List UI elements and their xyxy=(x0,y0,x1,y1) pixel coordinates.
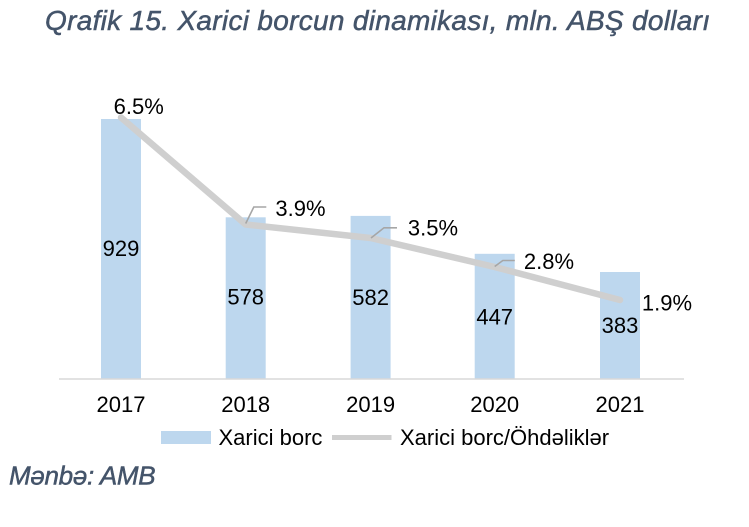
svg-text:6.5%: 6.5% xyxy=(114,94,164,119)
svg-text:3.5%: 3.5% xyxy=(408,216,458,241)
svg-text:2018: 2018 xyxy=(221,392,270,417)
svg-text:3.9%: 3.9% xyxy=(275,196,325,221)
svg-text:Qrafik 15. Xarici borcun dinam: Qrafik 15. Xarici borcun dinamikası, mln… xyxy=(45,5,710,36)
svg-text:383: 383 xyxy=(602,313,639,338)
svg-text:578: 578 xyxy=(227,284,264,309)
svg-text:929: 929 xyxy=(103,236,140,261)
svg-text:Mənbə: AMB: Mənbə: AMB xyxy=(9,461,155,491)
svg-text:2017: 2017 xyxy=(97,392,146,417)
svg-text:447: 447 xyxy=(476,304,513,329)
svg-text:Xarici borc: Xarici borc xyxy=(219,425,323,450)
svg-text:2020: 2020 xyxy=(470,392,519,417)
svg-text:2019: 2019 xyxy=(346,392,395,417)
svg-text:Xarici borc/Öhdəliklər: Xarici borc/Öhdəliklər xyxy=(400,425,609,450)
svg-text:1.9%: 1.9% xyxy=(642,290,692,315)
svg-text:582: 582 xyxy=(352,285,389,310)
svg-text:2.8%: 2.8% xyxy=(524,249,574,274)
svg-text:2021: 2021 xyxy=(596,392,645,417)
